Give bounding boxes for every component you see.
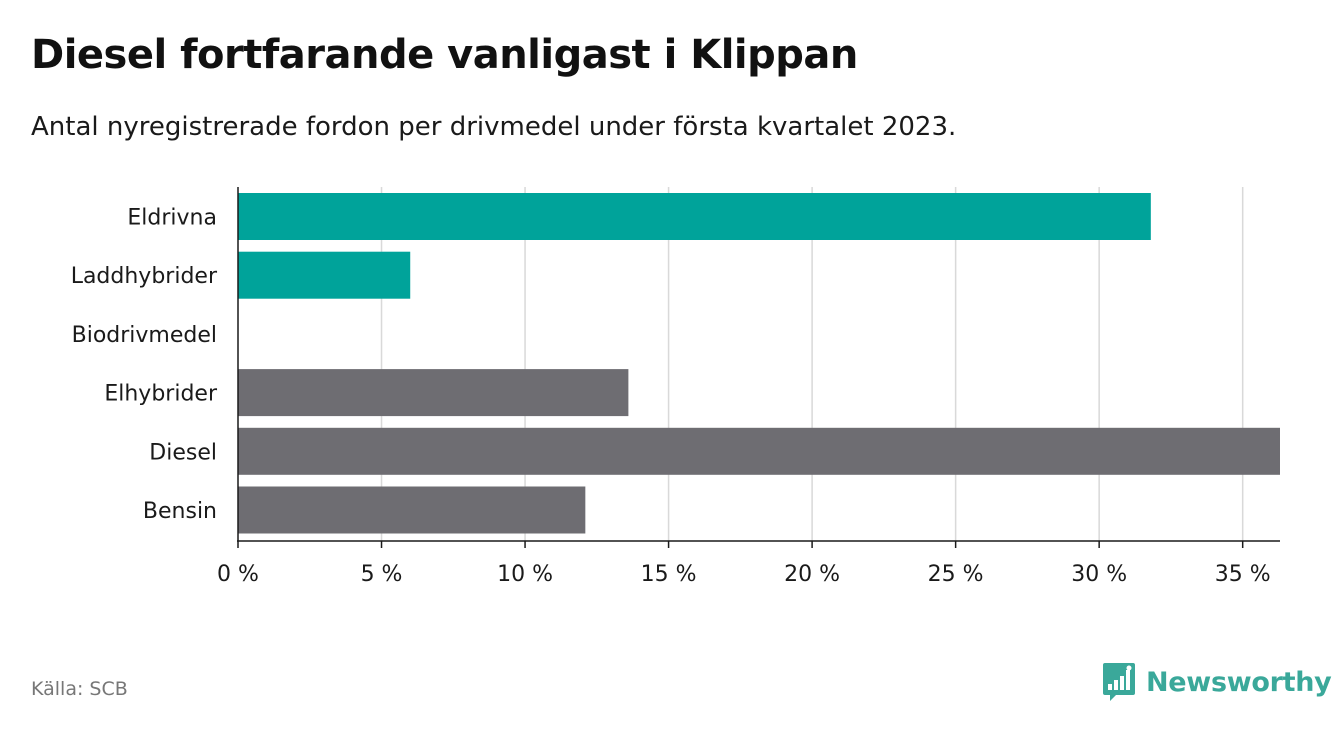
x-tick-label: 30 % — [1071, 562, 1127, 587]
category-label: Elhybrider — [104, 382, 218, 407]
chart-subtitle: Antal nyregistrerade fordon per drivmede… — [31, 112, 957, 142]
category-label: Eldrivna — [127, 206, 217, 231]
x-tick-label: 35 % — [1215, 562, 1271, 587]
newsworthy-logo-icon — [1103, 663, 1135, 701]
x-tick-label: 25 % — [928, 562, 984, 587]
bar — [238, 486, 586, 534]
bar-chart: Eldrivna Laddhybrider Biodrivmedel Elhybrid… — [71, 187, 1280, 587]
category-label: Laddhybrider — [71, 264, 218, 289]
source-note: Källa: SCB — [31, 678, 128, 700]
bar — [238, 427, 1280, 475]
x-tick-label: 0 % — [217, 562, 259, 587]
bar — [238, 251, 411, 299]
x-tick-label: 20 % — [784, 562, 840, 587]
x-tick-label: 5 % — [361, 562, 403, 587]
bar — [238, 193, 1151, 240]
category-label: Biodrivmedel — [72, 323, 217, 348]
chart-title: Diesel fortfarande vanligast i Klippan — [31, 32, 858, 78]
brand-logo[interactable]: Newsworthy — [1102, 662, 1332, 702]
x-tick-label: 10 % — [497, 562, 553, 587]
category-label: Bensin — [143, 499, 217, 524]
bar — [238, 369, 629, 417]
category-label: Diesel — [149, 440, 217, 465]
brand-name: Newsworthy — [1146, 666, 1332, 698]
x-tick-label: 15 % — [641, 562, 697, 587]
